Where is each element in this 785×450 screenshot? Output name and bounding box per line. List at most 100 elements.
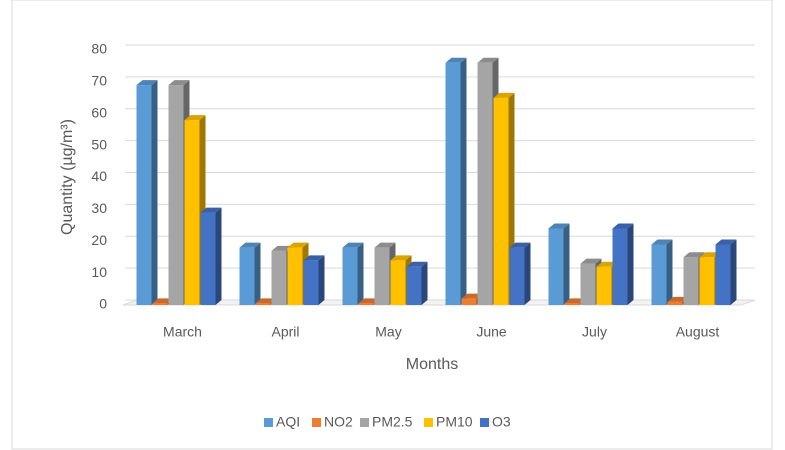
bar-top (136, 80, 158, 86)
bar (564, 303, 580, 305)
legend-swatch (424, 418, 433, 427)
bar (612, 228, 628, 305)
bar-side (254, 242, 261, 305)
x-tick-label: July (582, 324, 607, 340)
bar (136, 85, 152, 305)
bar-top (461, 293, 483, 299)
y-tick-label: 80 (91, 41, 107, 57)
legend-label: NO2 (324, 414, 353, 430)
bar-top (303, 255, 325, 261)
bar (239, 247, 255, 305)
y-tick-label: 60 (91, 104, 107, 120)
bar-top (612, 223, 634, 229)
bar (699, 257, 715, 305)
bar (358, 303, 374, 305)
y-tick-label: 0 (99, 296, 107, 312)
bar-top (509, 242, 531, 248)
bar-top (200, 207, 222, 213)
y-axis-title: Quantity (µg/m³) (59, 119, 76, 235)
bar (255, 303, 271, 305)
bar-side (666, 239, 673, 305)
bar-top (715, 239, 737, 245)
bar (683, 257, 699, 305)
x-tick-label: April (271, 324, 299, 340)
bar-side (318, 255, 325, 305)
bar-top (239, 242, 261, 248)
legend-label: PM2.5 (372, 414, 413, 430)
x-tick-label: August (676, 324, 720, 340)
bar-top (168, 80, 190, 86)
legend-swatch (480, 418, 489, 427)
y-tick-label: 40 (91, 168, 107, 184)
bar-top (548, 223, 570, 229)
bar-top (493, 92, 515, 98)
bar-top (596, 261, 618, 267)
bar (445, 62, 461, 305)
bar-side (563, 223, 570, 305)
bar-side (421, 261, 428, 305)
legend-label: O3 (492, 414, 511, 430)
bar-top (152, 298, 174, 304)
y-tick-label: 10 (91, 264, 107, 280)
bar-side (215, 207, 222, 305)
bar (596, 266, 612, 305)
bar-top (342, 242, 364, 248)
chart-frame (11, 0, 773, 450)
legend-swatch (360, 418, 369, 427)
bar (390, 260, 406, 305)
y-tick-label: 50 (91, 136, 107, 152)
bar-top (445, 57, 467, 63)
bar-side (357, 242, 364, 305)
x-tick-label: March (163, 324, 202, 340)
legend-label: PM10 (436, 414, 473, 430)
bar (152, 303, 168, 305)
bar-side (151, 80, 158, 305)
bar-top (358, 298, 380, 304)
bar (651, 244, 667, 305)
bar (493, 97, 509, 305)
bar-top (651, 239, 673, 245)
bar (461, 298, 477, 305)
bar-top (580, 258, 602, 264)
x-axis-title: Months (406, 356, 458, 373)
bar-top (699, 252, 721, 258)
bar (303, 260, 319, 305)
bar-top (564, 298, 586, 304)
bar-top (667, 296, 689, 302)
y-tick-label: 20 (91, 232, 107, 248)
legend-swatch (312, 418, 321, 427)
bar (548, 228, 564, 305)
bar (271, 250, 287, 305)
bar-top (683, 252, 705, 258)
bar (477, 62, 493, 305)
bar-side (730, 239, 737, 305)
bar-top (406, 261, 428, 267)
bar-top (374, 242, 396, 248)
bar (580, 263, 596, 305)
bar (342, 247, 358, 305)
bar-top (255, 298, 277, 304)
bar-top (477, 57, 499, 63)
bar-side (460, 57, 467, 305)
bar-top (271, 245, 293, 251)
legend-label: AQI (276, 414, 300, 430)
bar-top (287, 242, 309, 248)
bar (184, 120, 200, 305)
bar-side (524, 242, 531, 305)
y-tick-label: 70 (91, 73, 107, 89)
bar (406, 266, 422, 305)
bar-top (390, 255, 412, 261)
bar (200, 212, 216, 305)
bar (168, 85, 184, 305)
x-tick-label: May (375, 324, 401, 340)
bar (374, 247, 390, 305)
y-tick-label: 30 (91, 200, 107, 216)
x-tick-label: June (476, 324, 507, 340)
bar (715, 244, 731, 305)
bar-side (627, 223, 634, 305)
bar (667, 301, 683, 305)
bar (287, 247, 303, 305)
bar (509, 247, 525, 305)
legend-swatch (264, 418, 273, 427)
